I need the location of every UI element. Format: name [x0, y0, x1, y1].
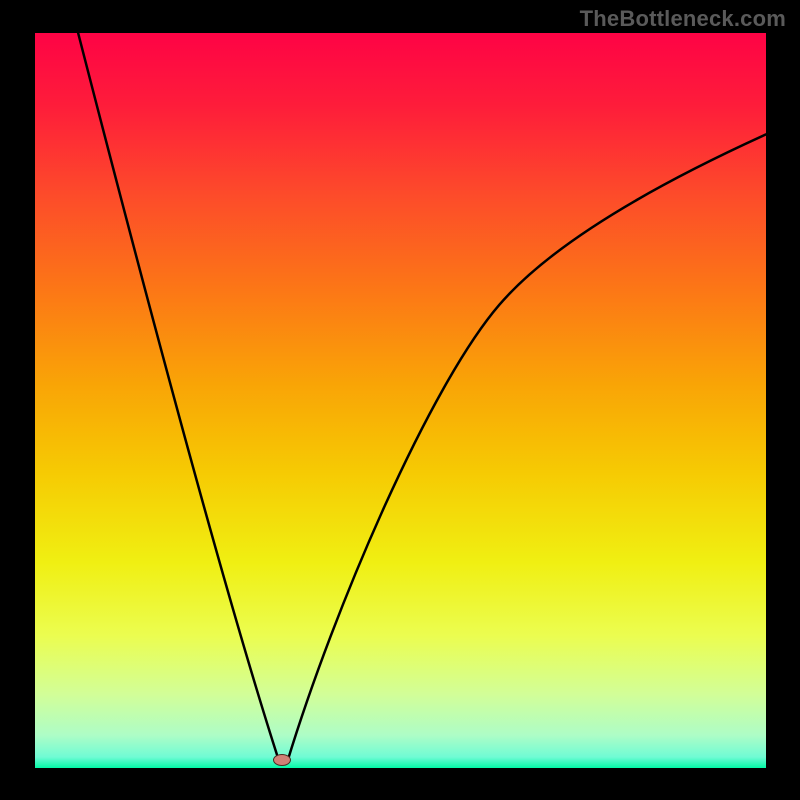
watermark-label: TheBottleneck.com: [580, 6, 786, 32]
bottleneck-curve-plot: [35, 33, 766, 768]
chart-frame: TheBottleneck.com: [0, 0, 800, 800]
optimal-point-marker: [273, 754, 291, 766]
